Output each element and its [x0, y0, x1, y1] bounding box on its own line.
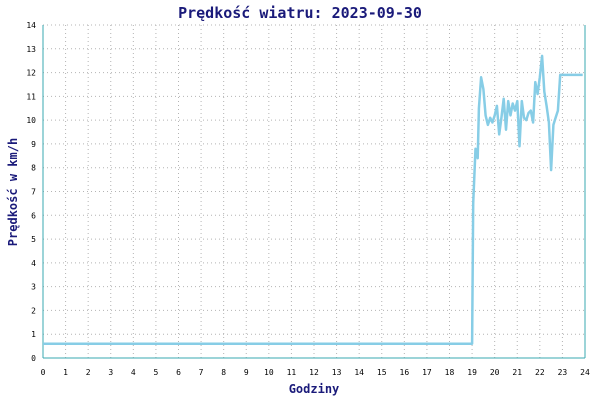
x-tick-label: 19	[467, 368, 477, 377]
y-tick-label: 12	[26, 69, 36, 78]
chart-title: Prędkość wiatru: 2023-09-30	[178, 4, 422, 22]
series-line	[43, 54, 583, 345]
y-tick-label: 7	[31, 188, 36, 197]
series-layer	[43, 54, 583, 345]
x-tick-label: 7	[199, 368, 204, 377]
y-tick-label: 1	[31, 330, 36, 339]
y-tick-label: 0	[31, 354, 36, 363]
x-tick-label: 6	[176, 368, 181, 377]
x-tick-label: 0	[41, 368, 46, 377]
x-tick-label: 9	[244, 368, 249, 377]
x-tick-label: 4	[131, 368, 136, 377]
y-tick-label: 6	[31, 211, 36, 220]
x-tick-label: 11	[287, 368, 297, 377]
grid	[43, 24, 585, 358]
x-tick-label: 20	[490, 368, 500, 377]
y-tick-label: 8	[31, 164, 36, 173]
y-tick-label: 4	[31, 259, 36, 268]
y-tick-label: 14	[26, 21, 36, 30]
x-tick-label: 16	[400, 368, 410, 377]
x-tick-label: 18	[445, 368, 455, 377]
y-tick-label: 3	[31, 283, 36, 292]
x-tick-label: 10	[264, 368, 274, 377]
y-tick-label: 9	[31, 140, 36, 149]
x-tick-labels: 0 1 2 3 4 5 6 7 8 9 10 11 12 13 14 15 16 17 18 19 20 21 22 23 24	[41, 368, 590, 377]
x-tick-label: 3	[108, 368, 113, 377]
y-tick-label: 10	[26, 116, 36, 125]
y-tick-label: 11	[26, 92, 36, 101]
x-tick-label: 22	[535, 368, 545, 377]
x-tick-label: 5	[154, 368, 159, 377]
x-tick-label: 14	[354, 368, 364, 377]
y-tick-label: 13	[26, 45, 36, 54]
x-tick-label: 2	[86, 368, 91, 377]
y-tick-label: 2	[31, 306, 36, 315]
x-tick-label: 23	[558, 368, 568, 377]
x-tick-label: 13	[332, 368, 342, 377]
x-tick-label: 8	[221, 368, 226, 377]
axes	[42, 25, 586, 359]
x-tick-label: 1	[63, 368, 68, 377]
x-tick-label: 15	[377, 368, 387, 377]
x-tick-label: 21	[512, 368, 522, 377]
y-tick-label: 5	[31, 235, 36, 244]
x-tick-label: 17	[422, 368, 432, 377]
x-tick-label: 12	[309, 368, 319, 377]
x-tick-label: 24	[580, 368, 590, 377]
x-axis-label: Godziny	[289, 382, 340, 396]
y-axis-label: Prędkość w km/h	[6, 138, 20, 246]
